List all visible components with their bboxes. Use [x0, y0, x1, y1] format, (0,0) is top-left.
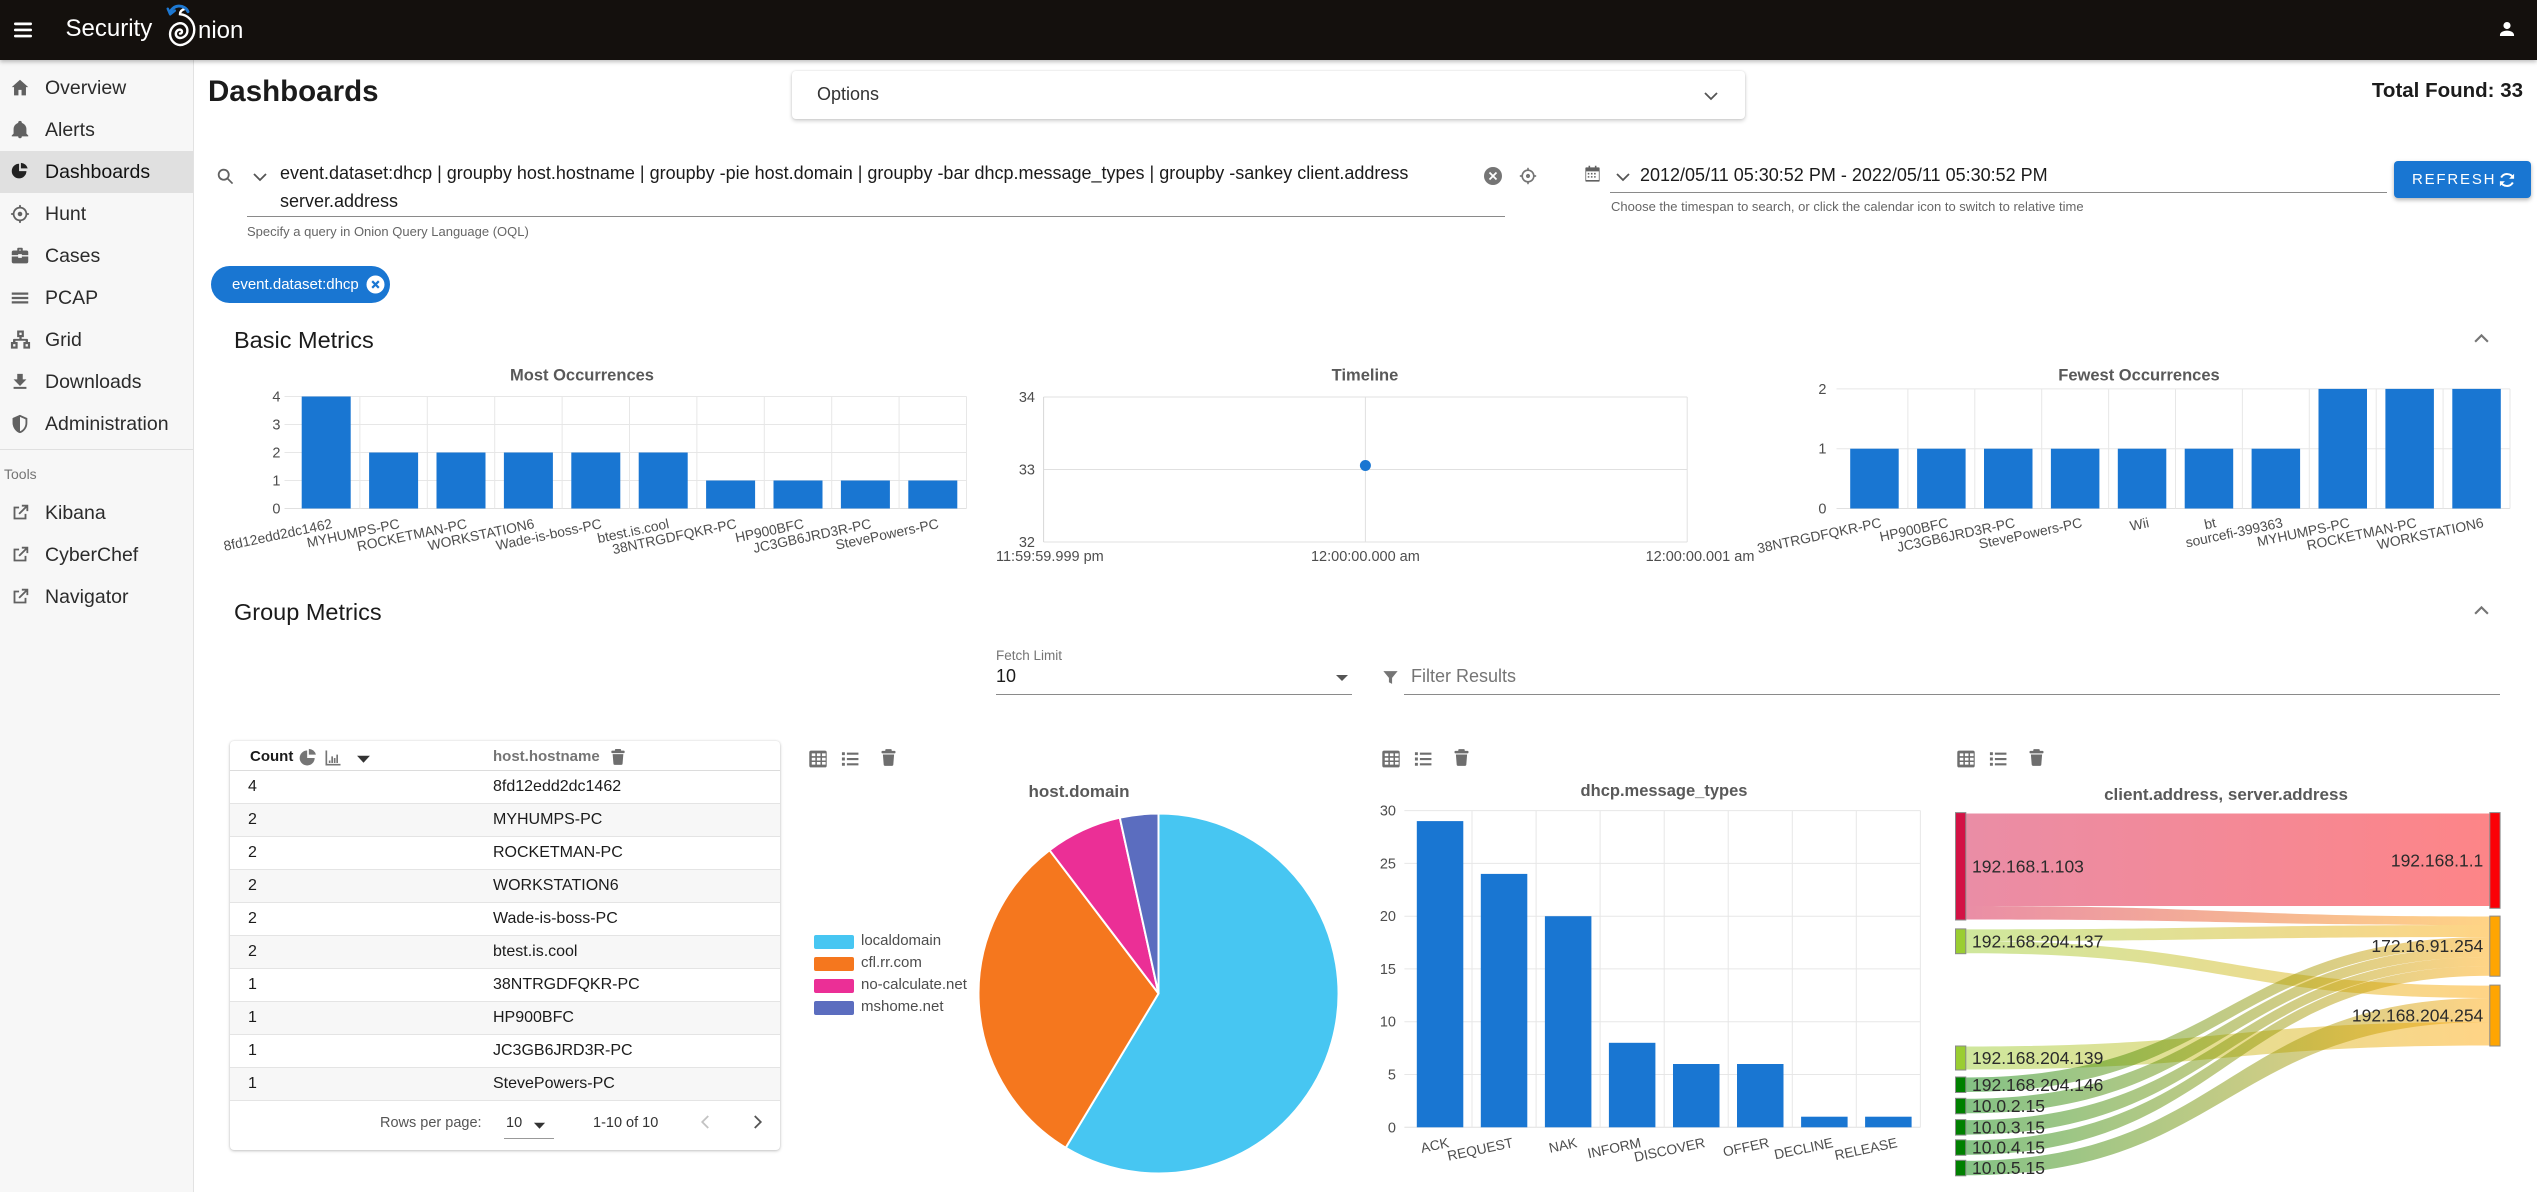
- svg-text:11:59:59.999 pm: 11:59:59.999 pm: [996, 549, 1104, 565]
- svg-text:DISCOVER: DISCOVER: [1633, 1135, 1707, 1165]
- svg-text:192.168.1.1: 192.168.1.1: [2391, 850, 2483, 870]
- svg-text:38NTRGDFQKR-PC: 38NTRGDFQKR-PC: [1756, 515, 1883, 556]
- svg-text:32: 32: [1019, 535, 1035, 551]
- svg-text:10: 10: [1380, 1015, 1396, 1031]
- svg-text:ACK: ACK: [1419, 1135, 1451, 1156]
- svg-text:10.0.5.15: 10.0.5.15: [1972, 1158, 2045, 1178]
- svg-text:10.0.4.15: 10.0.4.15: [1972, 1138, 2045, 1158]
- svg-text:0: 0: [1818, 502, 1826, 518]
- svg-text:25: 25: [1380, 856, 1396, 872]
- svg-text:33: 33: [1019, 463, 1035, 479]
- svg-text:1: 1: [272, 474, 280, 490]
- svg-text:30: 30: [1380, 804, 1396, 820]
- svg-text:Timeline: Timeline: [1332, 367, 1399, 385]
- svg-text:10.0.2.15: 10.0.2.15: [1972, 1096, 2045, 1116]
- svg-text:RELEASE: RELEASE: [1833, 1135, 1898, 1163]
- svg-text:1: 1: [1818, 442, 1826, 458]
- svg-text:Most Occurrences: Most Occurrences: [510, 367, 654, 385]
- svg-text:2: 2: [1818, 382, 1826, 398]
- svg-text:20: 20: [1380, 909, 1396, 925]
- svg-text:Wii: Wii: [2128, 515, 2150, 534]
- svg-text:192.168.204.137: 192.168.204.137: [1972, 931, 2103, 951]
- svg-text:NAK: NAK: [1547, 1135, 1579, 1156]
- svg-text:REQUEST: REQUEST: [1446, 1135, 1515, 1164]
- svg-text:0: 0: [1388, 1120, 1396, 1136]
- svg-text:34: 34: [1019, 390, 1035, 406]
- svg-text:Fewest Occurrences: Fewest Occurrences: [2058, 367, 2219, 385]
- svg-text:4: 4: [272, 390, 280, 406]
- svg-text:OFFER: OFFER: [1722, 1135, 1771, 1159]
- svg-text:3: 3: [272, 418, 280, 434]
- svg-text:bt: bt: [2203, 515, 2218, 532]
- svg-text:15: 15: [1380, 962, 1396, 978]
- svg-text:0: 0: [272, 502, 280, 518]
- svg-text:dhcp.message_types: dhcp.message_types: [1581, 782, 1748, 800]
- svg-text:5: 5: [1388, 1068, 1396, 1084]
- svg-text:12:00:00.000 am: 12:00:00.000 am: [1311, 549, 1420, 565]
- svg-text:172.16.91.254: 172.16.91.254: [2371, 936, 2483, 956]
- svg-text:192.168.204.139: 192.168.204.139: [1972, 1048, 2103, 1068]
- svg-text:10.0.3.15: 10.0.3.15: [1972, 1117, 2045, 1137]
- svg-text:192.168.1.103: 192.168.1.103: [1972, 856, 2084, 876]
- svg-text:DECLINE: DECLINE: [1773, 1135, 1835, 1162]
- svg-text:192.168.204.146: 192.168.204.146: [1972, 1075, 2103, 1095]
- svg-text:2: 2: [272, 446, 280, 462]
- svg-text:12:00:00.001 am: 12:00:00.001 am: [1646, 549, 1755, 565]
- svg-text:192.168.204.254: 192.168.204.254: [2352, 1006, 2484, 1026]
